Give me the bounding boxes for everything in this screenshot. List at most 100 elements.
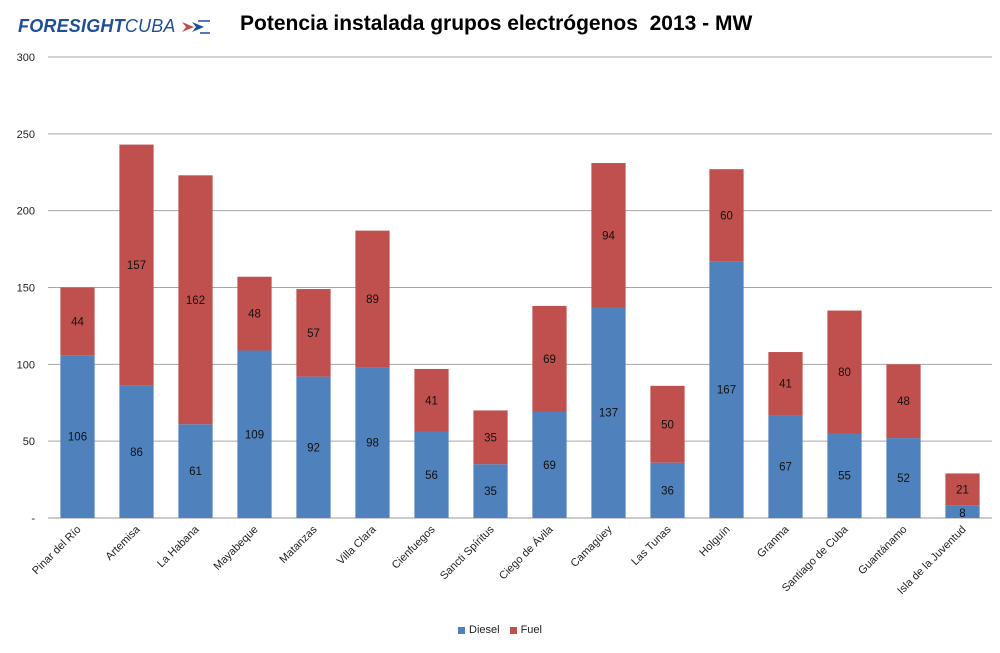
data-label-fuel: 94	[602, 230, 615, 242]
data-label-fuel: 21	[956, 485, 969, 497]
bar-fuel	[709, 169, 744, 262]
bar-fuel	[119, 144, 154, 386]
data-label-fuel: 162	[186, 295, 205, 307]
chart-title: Potencia instalada grupos electrógenos 2…	[240, 12, 753, 35]
data-label-fuel: 69	[543, 354, 556, 366]
category-label: Pinar del Río	[30, 524, 83, 577]
data-label-diesel: 69	[543, 460, 556, 472]
bar-diesel	[532, 411, 567, 518]
legend-label-diesel: Diesel	[469, 624, 500, 636]
bars	[60, 144, 980, 518]
category-label: Santiago de Cuba	[780, 523, 851, 594]
category-label: Ciego de Ávila	[496, 522, 556, 582]
bar-fuel	[827, 310, 862, 434]
y-tick-label: 200	[17, 206, 35, 218]
y-tick-label: 100	[17, 359, 35, 371]
bar-fuel	[768, 352, 803, 416]
category-label: Artemisa	[103, 523, 143, 563]
data-label-diesel: 109	[245, 429, 264, 441]
data-label-fuel: 80	[838, 367, 851, 379]
bar-diesel	[60, 355, 95, 518]
data-label-fuel: 41	[425, 395, 438, 407]
bar-diesel	[945, 505, 980, 518]
data-label-diesel: 35	[484, 486, 497, 498]
category-label: Camagüey	[569, 523, 615, 569]
category-label: Granma	[755, 523, 792, 560]
data-label-diesel: 52	[897, 473, 910, 485]
bar-diesel	[296, 376, 331, 518]
data-label-fuel: 57	[307, 328, 320, 340]
y-axis-tick-labels: - 50 100 150 200 250 300	[17, 52, 36, 525]
bar-fuel	[650, 385, 685, 463]
bar-diesel	[237, 350, 272, 518]
y-tick-label: 250	[17, 129, 35, 141]
data-label-diesel: 98	[366, 438, 379, 450]
category-label: La Habana	[155, 523, 202, 570]
data-label-fuel: 50	[661, 419, 674, 431]
bar-diesel	[178, 424, 213, 518]
logo-text-foresight: FORESIGHT	[18, 16, 125, 36]
y-tick-label: 300	[17, 52, 35, 64]
data-label-diesel: 36	[661, 485, 674, 497]
bar-diesel	[709, 261, 744, 518]
bar-fuel	[178, 175, 213, 425]
y-tick-label: 50	[23, 436, 35, 448]
bar-fuel	[296, 289, 331, 377]
category-label: Guantánamo	[856, 524, 909, 577]
category-label: Holguín	[697, 524, 732, 559]
category-label: Villa Clara	[335, 523, 379, 567]
y-tick-label: 150	[17, 283, 35, 295]
data-label-fuel: 41	[779, 379, 792, 391]
category-label: Las Tunas	[629, 523, 674, 568]
legend-swatch-diesel	[458, 626, 465, 634]
bar-diesel	[119, 385, 154, 518]
bar-fuel	[237, 276, 272, 351]
bar-diesel	[827, 433, 862, 518]
bar-diesel	[886, 438, 921, 518]
legend-item-diesel: Diesel	[458, 624, 500, 636]
bar-fuel	[886, 364, 921, 439]
legend-label-fuel: Fuel	[520, 624, 542, 636]
data-label-fuel: 48	[897, 396, 910, 408]
data-label-fuel: 157	[127, 260, 146, 272]
bar-fuel	[945, 473, 980, 506]
data-label-diesel: 67	[779, 462, 792, 474]
legend-swatch-fuel	[509, 626, 517, 634]
bar-fuel	[532, 305, 567, 412]
logo-arrows-icon	[181, 19, 210, 34]
category-label: Cienfuegos	[390, 523, 438, 571]
bar-fuel	[355, 230, 390, 368]
bar-diesel	[591, 307, 626, 518]
bar-fuel	[473, 410, 508, 465]
data-labels: 106 44 86 157 61 162 109 48 92 57 98 89 56 41 35 35 69 69…	[68, 210, 969, 520]
bar-diesel	[768, 415, 803, 518]
data-label-fuel: 89	[366, 294, 379, 306]
data-label-diesel: 56	[425, 470, 438, 482]
y-tick-label: -	[31, 513, 35, 525]
bar-fuel	[591, 163, 626, 308]
category-label: Sancti Spíritus	[438, 523, 497, 582]
data-label-diesel: 55	[838, 471, 851, 483]
x-axis-category-labels: Pinar del Río Artemisa La Habana Mayabeque M…	[30, 522, 968, 597]
category-label: Matanzas	[277, 523, 320, 566]
data-label-fuel: 44	[71, 316, 84, 328]
data-label-diesel: 137	[599, 408, 618, 420]
bar-fuel	[60, 287, 95, 356]
bar-diesel	[414, 431, 449, 518]
chart-legend: Diesel Fuel	[458, 624, 542, 636]
data-label-diesel: 86	[130, 447, 143, 459]
data-label-diesel: 92	[307, 442, 320, 454]
data-label-diesel: 106	[68, 432, 87, 444]
bar-diesel	[473, 464, 508, 518]
legend-item-fuel: Fuel	[509, 624, 542, 636]
logo-text-cuba: CUBA	[124, 16, 176, 36]
bar-diesel	[355, 367, 390, 518]
bar-diesel	[650, 462, 685, 518]
bar-fuel	[414, 368, 449, 432]
data-label-diesel: 8	[959, 508, 965, 520]
data-label-fuel: 35	[484, 432, 497, 444]
data-label-fuel: 48	[248, 309, 261, 321]
data-label-diesel: 167	[717, 385, 736, 397]
data-label-diesel: 61	[189, 466, 202, 478]
